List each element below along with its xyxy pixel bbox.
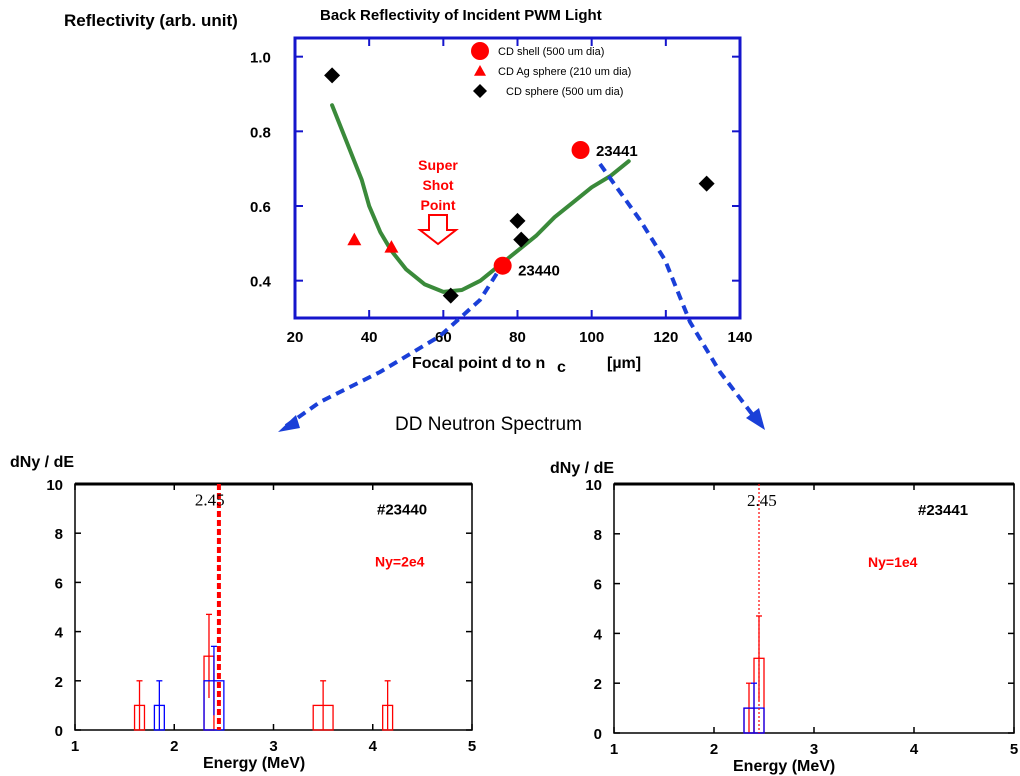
legend-entry: CD Ag sphere (210 um dia) bbox=[498, 66, 631, 78]
x-tick-label: 120 bbox=[653, 329, 678, 346]
shot-label: #23441 bbox=[918, 502, 968, 519]
x-tick-label: 1 bbox=[610, 741, 618, 758]
y-tick-label: 0 bbox=[55, 723, 63, 740]
y-tick-label: 6 bbox=[55, 575, 63, 592]
x-tick-label: 20 bbox=[287, 329, 304, 346]
x-tick-label: 3 bbox=[810, 741, 818, 758]
data-point-triangle bbox=[347, 232, 362, 246]
pointer-arrowhead-23440 bbox=[278, 415, 300, 432]
trend-curve bbox=[330, 103, 631, 294]
shot-label: #23440 bbox=[377, 502, 427, 519]
ny-label: Ny=1e4 bbox=[868, 554, 918, 570]
reference-line-label: 2.45 bbox=[747, 491, 777, 510]
left-spectrum-chart: 1 2 3 4 5 0 2 4 6 8 10 2.45 #23440 Ny=2e4 bbox=[46, 477, 476, 755]
data-point-diamond bbox=[509, 212, 526, 229]
x-tick-label: 1 bbox=[71, 738, 79, 755]
data-point-diamond bbox=[324, 67, 341, 84]
top-chart-xlabel-unit: [µm] bbox=[607, 355, 641, 372]
spectrum-title: DD Neutron Spectrum bbox=[395, 414, 582, 435]
data-point-diamond bbox=[513, 231, 530, 248]
top-chart-title: Back Reflectivity of Incident PWM Light bbox=[320, 7, 602, 24]
right-spectrum-ylabel: dNy / dE bbox=[550, 460, 614, 477]
top-chart-xlabel: Focal point d to n bbox=[412, 355, 545, 372]
x-tick-label: 60 bbox=[435, 329, 452, 346]
data-point-diamond bbox=[698, 175, 715, 192]
data-point-triangle bbox=[384, 240, 399, 253]
x-tick-label: 5 bbox=[1010, 741, 1018, 758]
left-spectrum-xlabel: Energy (MeV) bbox=[203, 755, 305, 772]
left-spectrum-ylabel: dNy / dE bbox=[10, 454, 74, 471]
x-tick-label: 2 bbox=[710, 741, 718, 758]
callout-text: Super bbox=[418, 157, 458, 173]
point-annotation: 23440 bbox=[518, 262, 560, 279]
right-spectrum-chart: 1 2 3 4 5 0 2 4 6 8 10 2.45 #23441 Ny=1e4 bbox=[585, 477, 1018, 758]
callout-arrow bbox=[417, 214, 459, 246]
spectrum-frame bbox=[74, 483, 473, 731]
legend-marker-circle bbox=[471, 42, 489, 60]
y-tick-label: 10 bbox=[46, 477, 63, 494]
top-chart: 20 40 60 80 100 120 140 0.4 0.6 0.8 1.0 CD shell (5… bbox=[250, 36, 765, 432]
x-tick-label: 40 bbox=[361, 329, 378, 346]
x-tick-label: 4 bbox=[369, 738, 378, 755]
spectrum-frame bbox=[613, 483, 1015, 734]
legend-marker-triangle bbox=[474, 65, 486, 76]
pointer-line-23440 bbox=[284, 272, 499, 428]
y-tick-label: 0.4 bbox=[250, 274, 272, 291]
data-point-circle bbox=[571, 141, 590, 159]
y-tick-label: 0.8 bbox=[250, 124, 271, 141]
y-tick-label: 10 bbox=[585, 477, 602, 494]
data-point-diamond bbox=[442, 287, 459, 304]
y-tick-label: 2 bbox=[594, 676, 602, 693]
y-tick-label: 0 bbox=[594, 726, 602, 743]
x-tick-label: 3 bbox=[269, 738, 277, 755]
right-spectrum-xlabel: Energy (MeV) bbox=[733, 758, 835, 775]
reference-line-label: 2.45 bbox=[195, 491, 225, 510]
y-tick-label: 2 bbox=[55, 674, 63, 691]
y-tick-label: 1.0 bbox=[250, 50, 271, 67]
x-tick-label: 140 bbox=[727, 329, 752, 346]
x-tick-label: 100 bbox=[579, 329, 604, 346]
y-tick-label: 0.6 bbox=[250, 199, 271, 216]
legend-entry: CD sphere (500 um dia) bbox=[506, 86, 623, 98]
top-chart-ylabel: Reflectivity (arb. unit) bbox=[64, 11, 238, 30]
y-tick-label: 8 bbox=[55, 526, 63, 543]
point-annotation: 23441 bbox=[596, 143, 638, 160]
callout-text: Shot bbox=[422, 177, 453, 193]
y-tick-label: 8 bbox=[594, 527, 602, 544]
top-chart-xlabel-sub: c bbox=[557, 359, 566, 376]
legend-marker-diamond bbox=[473, 84, 487, 98]
data-point-circle bbox=[493, 256, 512, 275]
ny-label: Ny=2e4 bbox=[375, 553, 425, 569]
x-tick-label: 4 bbox=[910, 741, 919, 758]
y-tick-label: 6 bbox=[594, 577, 602, 594]
callout-text: Point bbox=[421, 197, 456, 213]
x-tick-label: 80 bbox=[509, 329, 526, 346]
y-tick-label: 4 bbox=[55, 625, 64, 642]
pointer-arrowhead-23441 bbox=[746, 408, 765, 430]
pointer-line-23441 bbox=[598, 162, 754, 416]
x-tick-label: 2 bbox=[170, 738, 178, 755]
x-tick-label: 5 bbox=[468, 738, 476, 755]
legend-entry: CD shell (500 um dia) bbox=[498, 46, 604, 58]
y-tick-label: 4 bbox=[594, 626, 603, 643]
